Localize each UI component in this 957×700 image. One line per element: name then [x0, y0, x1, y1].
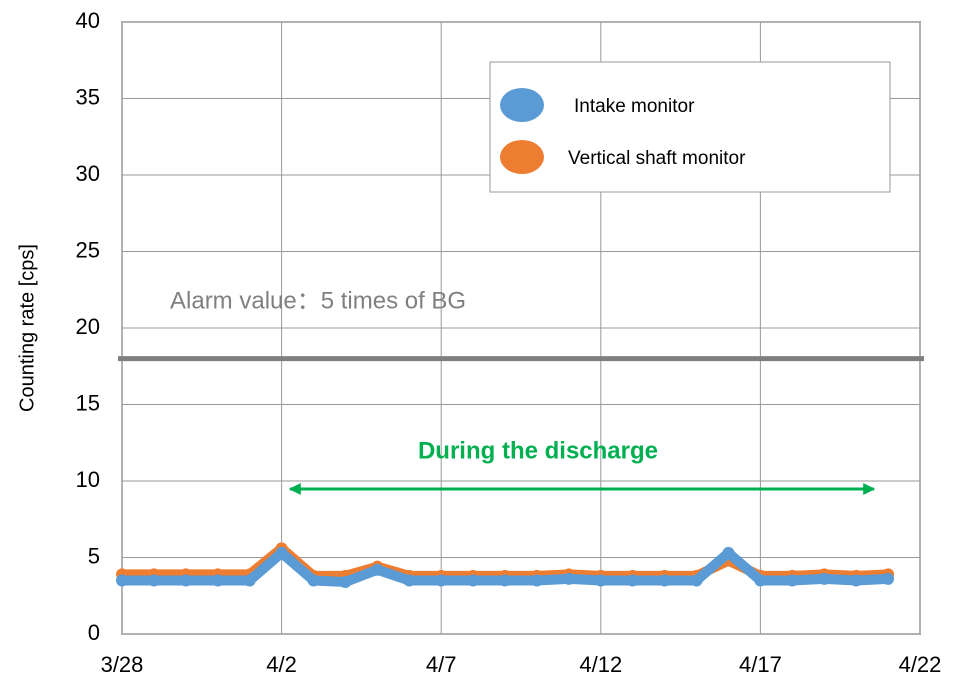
- data-point: [116, 574, 128, 587]
- y-tick-label: 30: [76, 161, 100, 186]
- x-tick-label: 4/17: [739, 652, 782, 677]
- data-point: [275, 546, 288, 559]
- y-tick-label: 35: [76, 84, 100, 109]
- alarm-label: Alarm value：5 times of BG: [170, 287, 466, 314]
- discharge-label: During the discharge: [418, 437, 658, 464]
- data-point: [179, 574, 192, 587]
- x-tick-label: 4/12: [579, 652, 622, 677]
- data-point: [307, 574, 320, 587]
- data-point: [147, 574, 160, 587]
- data-point: [562, 572, 575, 585]
- data-point: [371, 563, 384, 576]
- x-tick-label: 3/28: [101, 652, 144, 677]
- y-tick-label: 20: [76, 314, 100, 339]
- legend-marker: [500, 140, 544, 174]
- data-point: [211, 574, 224, 587]
- data-point: [467, 574, 480, 587]
- data-point: [499, 574, 512, 587]
- y-tick-label: 40: [76, 8, 100, 33]
- data-point: [882, 572, 895, 585]
- data-point: [403, 574, 416, 587]
- data-point: [626, 574, 639, 587]
- data-point: [435, 574, 448, 587]
- data-point: [754, 574, 767, 587]
- data-point: [786, 574, 799, 587]
- legend-marker: [500, 88, 544, 122]
- y-tick-label: 15: [76, 390, 100, 415]
- data-point: [818, 572, 831, 585]
- data-point: [594, 574, 607, 587]
- x-tick-label: 4/2: [266, 652, 297, 677]
- x-tick-label: 4/22: [899, 652, 942, 677]
- data-point: [850, 574, 863, 587]
- x-tick-label: 4/7: [426, 652, 457, 677]
- data-point: [243, 574, 256, 587]
- y-tick-label: 0: [88, 620, 100, 645]
- data-point: [690, 574, 703, 587]
- legend-label: Intake monitor: [574, 96, 695, 117]
- y-tick-label: 25: [76, 237, 100, 262]
- data-point: [530, 574, 543, 587]
- legend-box: [489, 61, 891, 193]
- y-tick-label: 10: [76, 467, 100, 492]
- data-point: [722, 546, 735, 559]
- data-point: [658, 574, 671, 587]
- y-tick-label: 5: [88, 543, 100, 568]
- legend-label: Vertical shaft monitor: [568, 148, 746, 169]
- data-point: [339, 575, 352, 588]
- y-axis-label: Counting rate [cps]: [16, 244, 38, 412]
